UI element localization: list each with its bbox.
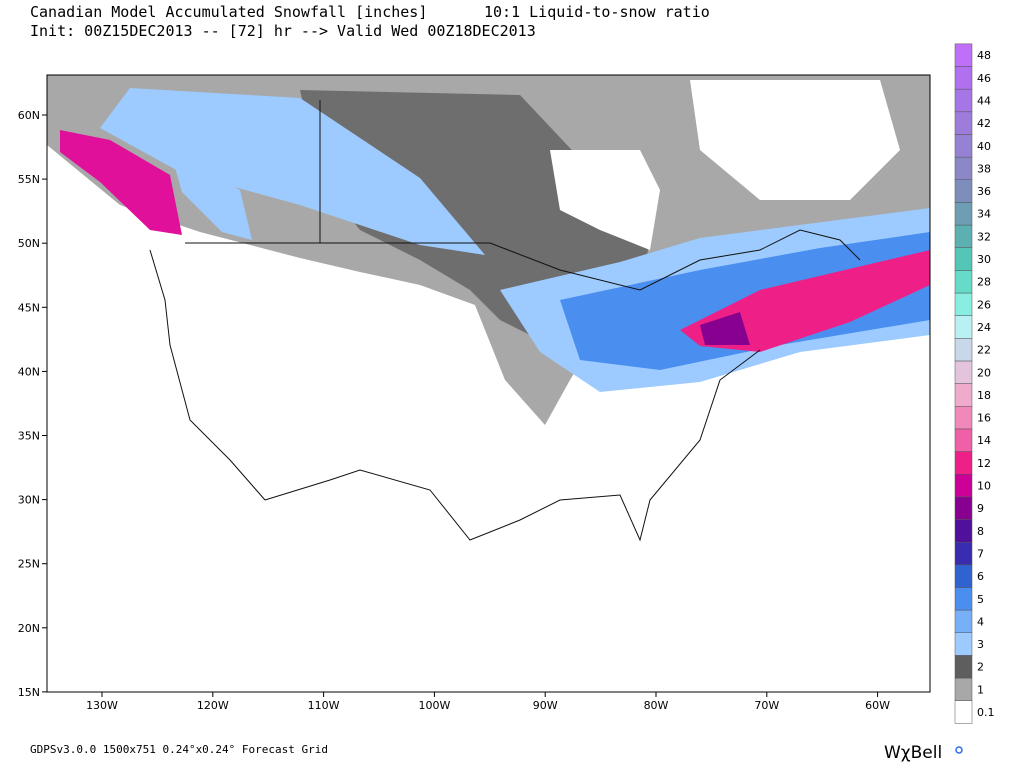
colorbar-box [954, 383, 973, 407]
colorbar-box [954, 43, 973, 67]
colorbar-box [954, 360, 973, 384]
colorbar-box [954, 496, 973, 520]
lat-label: 60N [18, 109, 40, 122]
colorbar-box [954, 156, 973, 181]
colorbar-label: 46 [977, 72, 991, 85]
ratio: 10:1 Liquid-to-snow ratio [484, 3, 710, 21]
colorbar-label: 38 [977, 162, 991, 175]
colorbar-box [954, 270, 973, 294]
colorbar-box [954, 247, 973, 271]
colorbar-label: 0.1 [977, 706, 995, 719]
colorbar-box [954, 451, 973, 475]
colorbar-label: 32 [977, 230, 991, 243]
lat-label: 50N [18, 237, 40, 250]
colorbar-box [954, 519, 973, 543]
colorbar-label: 8 [977, 525, 984, 538]
colorbar-box [954, 700, 973, 724]
lat-label: 20N [18, 622, 40, 635]
colorbar-label: 34 [977, 208, 991, 221]
colorbar-box [954, 292, 973, 316]
init-line: Init: 00Z15DEC2013 -- [72] hr --> Valid … [30, 22, 536, 40]
colorbar-box [954, 179, 973, 203]
lat-label: 35N [18, 430, 40, 443]
colorbar-label: 5 [977, 593, 984, 606]
lat-label: 55N [18, 173, 40, 186]
colorbar-label: 4 [977, 615, 984, 628]
colorbar-label: 40 [977, 140, 991, 153]
logo: WχBell [884, 743, 942, 763]
colorbar-box [954, 587, 973, 611]
grid-info: GDPSv3.0.0 1500x751 0.24°x0.24° Forecast… [30, 743, 328, 756]
lat-label: 15N [18, 686, 40, 699]
colorbar-box [954, 428, 973, 452]
lon-label: 130W [86, 699, 118, 712]
colorbar-box [954, 564, 973, 588]
lat-label: 40N [18, 365, 40, 378]
lon-label: 120W [197, 699, 229, 712]
lon-label: 90W [533, 699, 558, 712]
colorbar-label: 36 [977, 185, 991, 198]
lon-label: 60W [865, 699, 890, 712]
colorbar-label: 26 [977, 298, 991, 311]
lat-label: 45N [18, 301, 40, 314]
colorbar-label: 24 [977, 321, 991, 334]
colorbar-box [954, 677, 973, 701]
colorbar-box [954, 609, 973, 633]
colorbar-label: 10 [977, 480, 991, 493]
colorbar-box [954, 406, 973, 430]
colorbar-box [954, 111, 973, 135]
colorbar-label: 22 [977, 344, 991, 357]
colorbar-box [954, 66, 973, 90]
lon-label: 100W [418, 699, 450, 712]
title: Canadian Model Accumulated Snowfall [inc… [30, 3, 427, 21]
colorbar-label: 18 [977, 389, 991, 402]
logo-dot [955, 746, 963, 754]
colorbar-label: 28 [977, 276, 991, 289]
colorbar-label: 9 [977, 502, 984, 515]
colorbar-label: 20 [977, 366, 991, 379]
lon-label: 80W [644, 699, 669, 712]
colorbar-box [954, 88, 973, 113]
colorbar-label: 3 [977, 638, 984, 651]
colorbar: 0.11234567891012141618202224262830323436… [954, 43, 995, 724]
colorbar-label: 7 [977, 547, 984, 560]
colorbar-label: 6 [977, 570, 984, 583]
colorbar-box [954, 134, 973, 158]
lon-label: 110W [308, 699, 340, 712]
lat-label: 25N [18, 558, 40, 571]
colorbar-box [954, 202, 973, 226]
colorbar-label: 16 [977, 412, 991, 425]
colorbar-box [954, 473, 973, 498]
colorbar-label: 12 [977, 457, 991, 470]
colorbar-box [954, 655, 973, 679]
colorbar-label: 30 [977, 253, 991, 266]
colorbar-label: 1 [977, 683, 984, 696]
map [46, 74, 931, 693]
colorbar-label: 44 [977, 94, 991, 107]
colorbar-box [954, 541, 973, 566]
colorbar-label: 48 [977, 49, 991, 62]
lat-label: 30N [18, 494, 40, 507]
lon-label: 70W [754, 699, 779, 712]
colorbar-box [954, 224, 973, 248]
colorbar-label: 2 [977, 661, 984, 674]
colorbar-label: 42 [977, 117, 991, 130]
colorbar-label: 14 [977, 434, 991, 447]
colorbar-box [954, 632, 973, 656]
colorbar-box [954, 338, 973, 362]
colorbar-box [954, 315, 973, 339]
axes: 60N 55N 50N 45N 40N 35N 30N 25N 20N 15N 130W 120W 11… [18, 109, 890, 712]
